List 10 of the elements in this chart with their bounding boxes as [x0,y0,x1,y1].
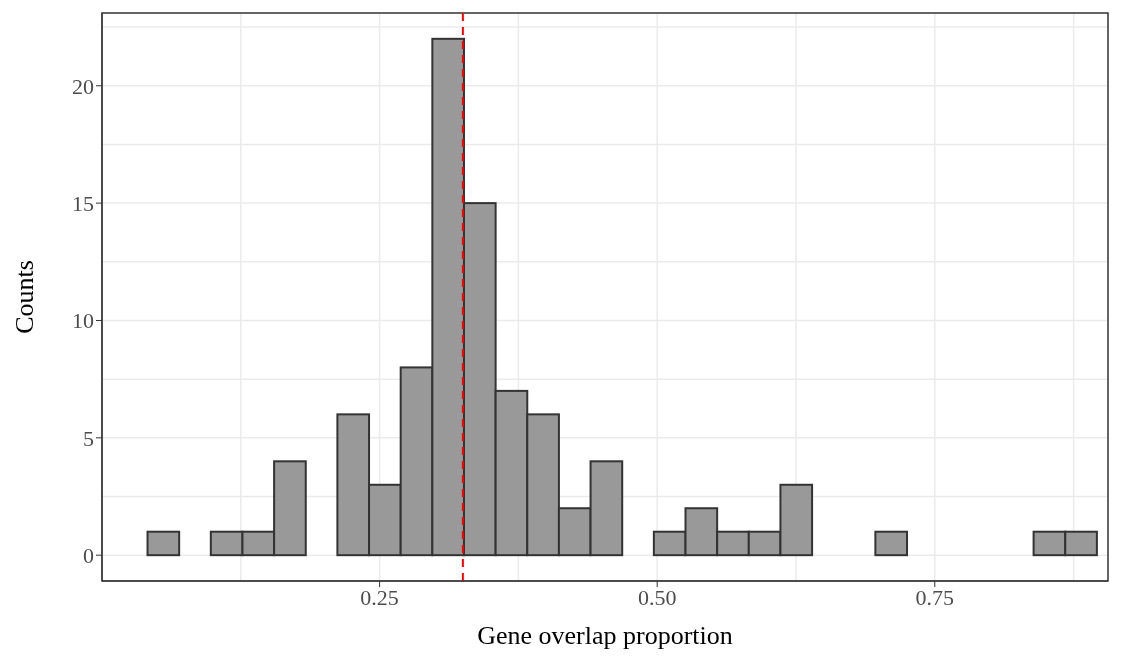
x-tick-label: 0.75 [915,584,955,610]
y-axis-title: Counts [10,260,40,334]
x-tick-label: 0.25 [360,584,399,610]
x-tick-label: 0.50 [637,584,677,610]
y-tick-label: 20 [72,73,94,99]
x-axis-title: Gene overlap proportion [477,621,733,650]
y-tick-label: 10 [72,308,94,334]
y-tick-label: 5 [83,425,94,451]
y-tick-label: 0 [83,542,94,568]
y-tick-label: 15 [72,190,94,216]
